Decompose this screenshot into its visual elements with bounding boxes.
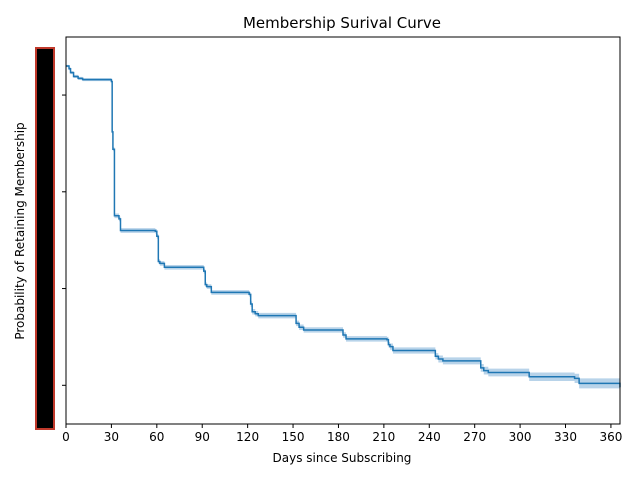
confidence-band-layer [66, 64, 620, 394]
x-axis-label: Days since Subscribing [273, 451, 412, 465]
x-tick-label: 180 [327, 430, 350, 444]
x-tick-label: 90 [195, 430, 210, 444]
axes-frame [65, 36, 621, 425]
x-tick-label: 210 [372, 430, 395, 444]
y-axis-label: Probability of Retaining Membership [13, 122, 27, 339]
x-tick-label: 120 [236, 430, 259, 444]
x-tick-label: 330 [554, 430, 577, 444]
x-tick-label: 30 [104, 430, 119, 444]
confidence-band [66, 64, 620, 394]
survival-line-layer [66, 65, 621, 388]
x-tick-label: 270 [463, 430, 486, 444]
x-tick-label: 0 [62, 430, 70, 444]
x-tick-label: 240 [418, 430, 441, 444]
redacted-y-tick-labels [35, 47, 55, 430]
x-tick-label: 360 [599, 430, 622, 444]
plot-area [65, 36, 621, 425]
x-tick-label: 150 [282, 430, 305, 444]
chart-title: Membership Surival Curve [243, 14, 441, 32]
x-axis-ticks: 0 30 60 90 120 150 180 210 240 270 300 330 360 [62, 424, 622, 444]
y-axis-ticks [62, 94, 66, 386]
x-tick-label: 60 [149, 430, 164, 444]
survival-curve-line [66, 65, 621, 388]
x-tick-label: 300 [509, 430, 532, 444]
